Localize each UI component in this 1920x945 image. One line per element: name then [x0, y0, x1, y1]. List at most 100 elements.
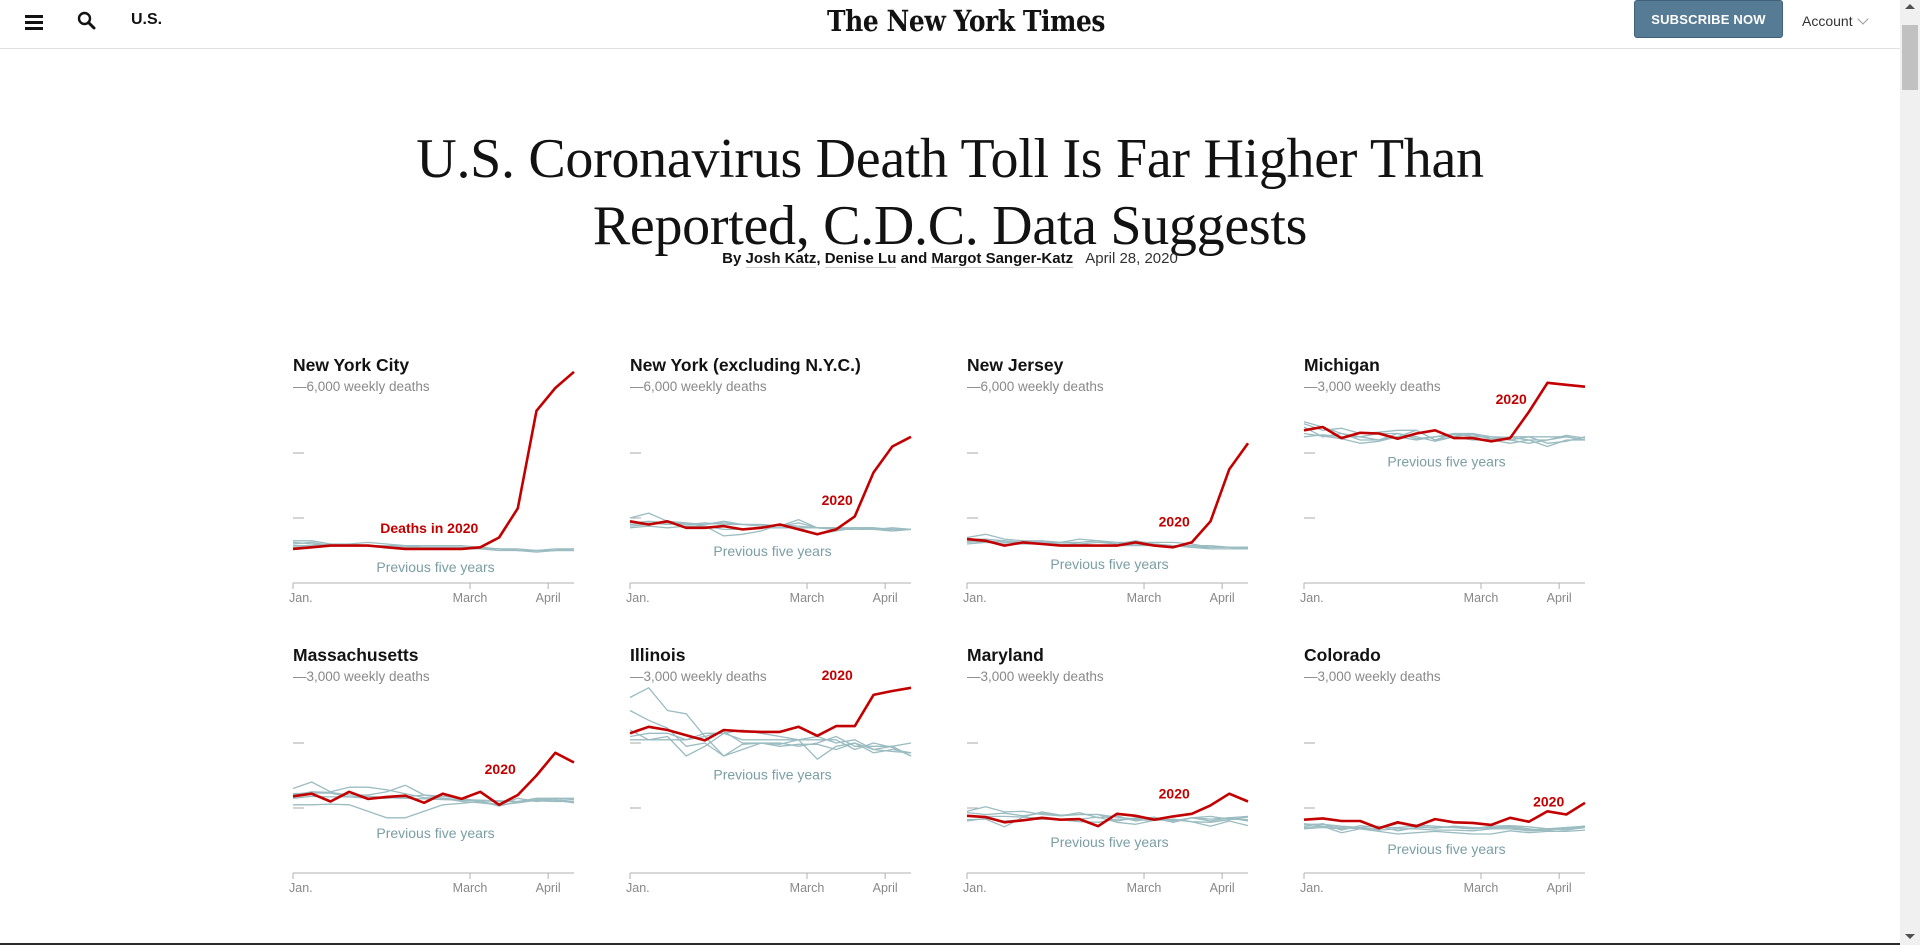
y-scale-label: —3,000 weekly deaths [1304, 669, 1441, 684]
scrollbar-thumb[interactable] [1902, 25, 1918, 90]
chart-title: Illinois [630, 645, 686, 665]
previous-year-line [1303, 825, 1586, 832]
x-tick-label: March [1464, 591, 1499, 605]
author-link[interactable]: Denise Lu [824, 250, 897, 268]
x-tick-label: April [536, 591, 561, 605]
y-scale-label: —3,000 weekly deaths [293, 669, 430, 684]
x-tick-label: March [790, 881, 825, 895]
previous-year-line [966, 811, 1249, 823]
x-tick-label: March [453, 591, 488, 605]
nyt-logo[interactable]: The New York Times [827, 4, 1106, 38]
chart-svg: Jan. March April Previous five years 2020 [1300, 742, 1586, 895]
byline: By Josh Katz, Denise Lu and Margot Sange… [0, 250, 1900, 268]
previous-year-line [629, 525, 911, 531]
author-link[interactable]: Margot Sanger-Katz [931, 250, 1074, 268]
chevron-down-icon [1856, 13, 1869, 25]
x-tick-label: March [1464, 881, 1499, 895]
previous-year-line [1303, 825, 1586, 835]
label-2020: 2020 [1159, 786, 1190, 802]
state-chart: Jan. March April Previous five years 2020 Mar… [954, 635, 1254, 905]
x-tick-label: March [1127, 591, 1162, 605]
state-chart: Jan. March April Previous five years 2020 Col… [1291, 635, 1591, 905]
previous-five-years-label: Previous five years [713, 543, 831, 559]
chart-svg: Jan. March April Previous five years 2020 [963, 742, 1249, 895]
x-tick-label: April [536, 881, 561, 895]
previous-year-line [630, 732, 912, 757]
line-2020 [1303, 801, 1586, 830]
previous-five-years-label: Previous five years [1387, 841, 1505, 857]
x-tick-label: Jan. [1300, 881, 1324, 895]
label-2020: 2020 [485, 761, 516, 777]
y-scale-label: —3,000 weekly deaths [630, 669, 767, 684]
chart-svg: Jan. March April Previous five years 2020 [626, 667, 912, 895]
previous-five-years-label: Previous five years [1050, 834, 1168, 850]
state-chart: Jan. March April Previous five years 2020 New… [617, 345, 917, 615]
y-scale-label: —3,000 weekly deaths [1304, 379, 1441, 394]
scroll-up-arrow-icon[interactable] [1905, 4, 1915, 9]
chart-svg: Jan. March April Previous five years 2020 [963, 442, 1250, 605]
chart-svg: Jan. March April Previous five years Deaths … [289, 370, 575, 605]
chart-title: New York City [293, 355, 410, 375]
chart-title: Massachusetts [293, 645, 419, 665]
hamburger-icon-bar [25, 15, 43, 18]
chart-svg: Jan. March April Previous five years 2020 [289, 742, 575, 895]
x-tick-label: April [1547, 591, 1572, 605]
chart-svg: Jan. March April Previous five years 2020 [1300, 381, 1586, 605]
label-2020: 2020 [822, 667, 853, 683]
x-tick-label: March [790, 591, 825, 605]
x-tick-label: April [873, 591, 898, 605]
previous-five-years-label: Previous five years [376, 559, 494, 575]
subscribe-button[interactable]: SUBSCRIBE NOW [1634, 0, 1783, 38]
state-chart: Jan. March April Previous five years 2020 Mas… [280, 635, 580, 905]
previous-five-years-label: Previous five years [376, 825, 494, 841]
author-link[interactable]: Josh Katz [745, 250, 817, 268]
state-chart: Jan. March April Previous five years 2020 Ill… [617, 635, 917, 905]
previous-year-line [966, 811, 1249, 823]
previous-five-years-label: Previous five years [1050, 556, 1168, 572]
account-label: Account [1802, 13, 1853, 29]
chart-title: Michigan [1304, 355, 1380, 375]
byline-and: and [900, 250, 928, 267]
search-button[interactable] [76, 10, 98, 32]
x-tick-label: Jan. [626, 591, 650, 605]
line-2020 [292, 751, 575, 807]
chart-title: New York (excluding N.Y.C.) [630, 355, 861, 375]
x-tick-label: Jan. [626, 881, 650, 895]
article-headline: U.S. Coronavirus Death Toll Is Far Highe… [416, 127, 1484, 257]
x-tick-label: Jan. [1300, 591, 1324, 605]
state-chart: Jan. March April Previous five years 2020 Mic… [1291, 345, 1591, 615]
chart-svg: Jan. March April Previous five years 2020 [626, 435, 912, 605]
state-chart: Jan. March April Previous five years Deaths … [280, 345, 580, 615]
x-tick-label: April [1210, 881, 1235, 895]
chart-title: New Jersey [967, 355, 1064, 375]
search-icon [77, 11, 96, 30]
previous-year-line [966, 806, 1249, 822]
previous-year-line [966, 540, 1248, 548]
hamburger-icon-bar [25, 21, 43, 24]
label-2020: 2020 [1533, 794, 1564, 810]
account-menu[interactable]: Account [1802, 13, 1869, 29]
x-tick-label: March [453, 881, 488, 895]
x-tick-label: Jan. [963, 881, 987, 895]
x-tick-label: Jan. [963, 591, 987, 605]
state-chart: Jan. March April Previous five years 2020 New… [954, 345, 1254, 615]
x-tick-label: April [1210, 591, 1235, 605]
chart-title: Colorado [1304, 645, 1381, 665]
scroll-down-arrow-icon[interactable] [1905, 934, 1915, 939]
line-2020 [292, 370, 575, 551]
label-2020: 2020 [822, 492, 853, 508]
menu-button[interactable] [24, 12, 44, 32]
x-tick-label: Jan. [289, 591, 313, 605]
byline-separator: , [816, 250, 821, 267]
y-scale-label: —6,000 weekly deaths [293, 379, 430, 394]
y-scale-label: —3,000 weekly deaths [967, 669, 1104, 684]
byline-prefix: By [722, 250, 742, 267]
top-navigation-bar: U.S. The New York Times SUBSCRIBE NOW Ac… [0, 0, 1900, 49]
section-link-us[interactable]: U.S. [131, 11, 163, 28]
y-scale-label: —6,000 weekly deaths [967, 379, 1104, 394]
line-2020 [1303, 381, 1586, 443]
page-scrollbar[interactable] [1900, 0, 1920, 945]
line-2020 [629, 435, 912, 536]
previous-five-years-label: Previous five years [713, 766, 831, 782]
previous-year-line [629, 687, 912, 757]
